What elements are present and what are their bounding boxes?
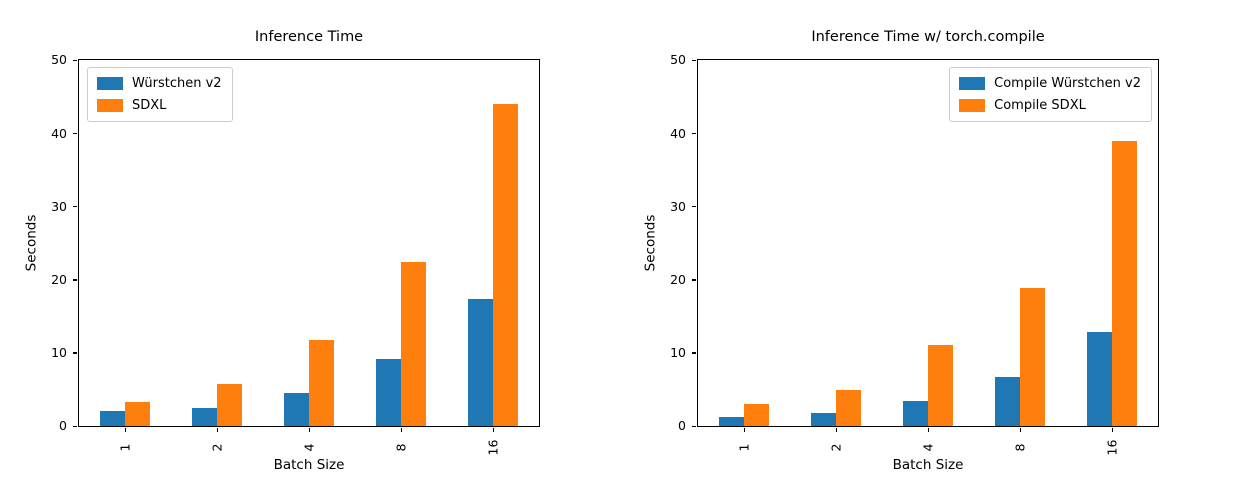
x-tick-mark <box>835 428 837 432</box>
bar-compile-w-rstchen-v2-batch-16 <box>1087 331 1112 426</box>
x-tick-mark <box>492 428 494 432</box>
bar-w-rstchen-v2-batch-2 <box>192 408 217 426</box>
y-tick-mark <box>73 132 77 135</box>
legend-label: Würstchen v2 <box>132 76 222 91</box>
bar-compile-sdxl-batch-2 <box>836 390 861 426</box>
plot-area: Compile Würstchen v2 Compile SDXL <box>697 59 1159 427</box>
y-tick-label: 10 <box>670 345 686 361</box>
y-axis-ticks: 0 10 20 30 40 50 <box>619 52 697 433</box>
bar-w-rstchen-v2-batch-8 <box>376 359 401 426</box>
legend-swatch-w-rstchen-v2 <box>97 77 123 90</box>
x-axis-ticks: 1 2 4 8 16 <box>78 427 540 461</box>
bar-compile-w-rstchen-v2-batch-2 <box>811 412 836 426</box>
x-axis-label: Batch Size <box>892 457 964 473</box>
y-tick-label: 30 <box>670 198 686 214</box>
y-tick-mark <box>73 206 77 208</box>
y-tick-mark <box>73 425 77 427</box>
chart-title: Inference Time w/ torch.compile <box>811 29 1045 45</box>
y-tick-label: 0 <box>59 418 67 434</box>
chart-inference-time-torch-compile: Inference Time w/ torch.compile Seconds … <box>619 0 1238 480</box>
chart-title: Inference Time <box>254 29 364 45</box>
x-tick-mark <box>216 428 218 432</box>
chart-inference-time: Inference Time Seconds 0 10 20 30 40 50 Würst… <box>0 29 540 473</box>
y-tick-label: 20 <box>670 271 686 287</box>
bar-sdxl-batch-1 <box>125 401 150 426</box>
bar-w-rstchen-v2-batch-1 <box>100 411 125 426</box>
legend: Würstchen v2 SDXL <box>87 67 233 122</box>
bar-sdxl-batch-2 <box>217 383 242 426</box>
y-tick-mark <box>73 352 77 354</box>
bar-compile-w-rstchen-v2-batch-4 <box>903 401 928 426</box>
x-tick-mark <box>1019 428 1021 432</box>
bar-compile-sdxl-batch-16 <box>1112 140 1137 426</box>
legend-swatch-compile-w-rstchen-v2 <box>959 77 986 90</box>
x-tick-mark <box>124 428 126 432</box>
legend-item-sdxl: SDXL <box>97 97 222 114</box>
y-tick-mark <box>692 59 696 61</box>
legend-label: Compile SDXL <box>994 98 1086 113</box>
x-tick-mark <box>743 428 745 432</box>
legend: Compile Würstchen v2 Compile SDXL <box>949 67 1152 122</box>
bar-sdxl-batch-4 <box>309 340 334 426</box>
y-tick-label: 0 <box>678 418 686 434</box>
bar-w-rstchen-v2-batch-4 <box>284 393 309 426</box>
y-tick-mark <box>73 59 77 61</box>
y-tick-label: 10 <box>51 345 67 361</box>
bar-compile-sdxl-batch-1 <box>744 404 769 426</box>
y-tick-label: 30 <box>51 198 67 214</box>
legend-item-compile-w-rstchen-v2: Compile Würstchen v2 <box>959 75 1141 92</box>
y-tick-label: 40 <box>51 125 67 141</box>
x-tick-mark <box>308 428 310 432</box>
bar-w-rstchen-v2-batch-16 <box>468 298 493 426</box>
x-tick-mark <box>400 428 402 432</box>
legend-swatch-compile-sdxl <box>959 99 986 112</box>
y-tick-label: 40 <box>670 125 686 141</box>
y-tick-mark <box>73 279 77 281</box>
bar-compile-sdxl-batch-4 <box>928 345 953 426</box>
bar-sdxl-batch-16 <box>493 103 518 426</box>
legend-swatch-sdxl <box>97 99 123 112</box>
y-tick-label: 50 <box>670 52 686 68</box>
y-tick-label: 20 <box>51 271 67 287</box>
x-tick-mark <box>1111 428 1113 432</box>
y-tick-mark <box>692 206 696 208</box>
bar-sdxl-batch-8 <box>401 262 426 426</box>
legend-label: Compile Würstchen v2 <box>994 76 1141 91</box>
y-tick-mark <box>692 425 696 427</box>
legend-label: SDXL <box>132 98 167 113</box>
bar-compile-sdxl-batch-8 <box>1020 287 1045 426</box>
y-tick-mark <box>692 352 696 354</box>
x-tick-mark <box>927 428 929 432</box>
y-tick-label: 50 <box>51 52 67 68</box>
legend-item-compile-sdxl: Compile SDXL <box>959 97 1141 114</box>
x-axis-ticks: 1 2 4 8 16 <box>697 427 1159 461</box>
plot-area: Würstchen v2 SDXL <box>78 59 540 427</box>
y-tick-mark <box>692 279 696 281</box>
y-axis-ticks: 0 10 20 30 40 50 <box>0 52 78 433</box>
y-tick-mark <box>692 132 696 135</box>
bar-compile-w-rstchen-v2-batch-8 <box>995 376 1020 426</box>
legend-item-w-rstchen-v2: Würstchen v2 <box>97 75 222 92</box>
x-axis-label: Batch Size <box>273 457 345 473</box>
bar-compile-w-rstchen-v2-batch-1 <box>719 417 744 426</box>
